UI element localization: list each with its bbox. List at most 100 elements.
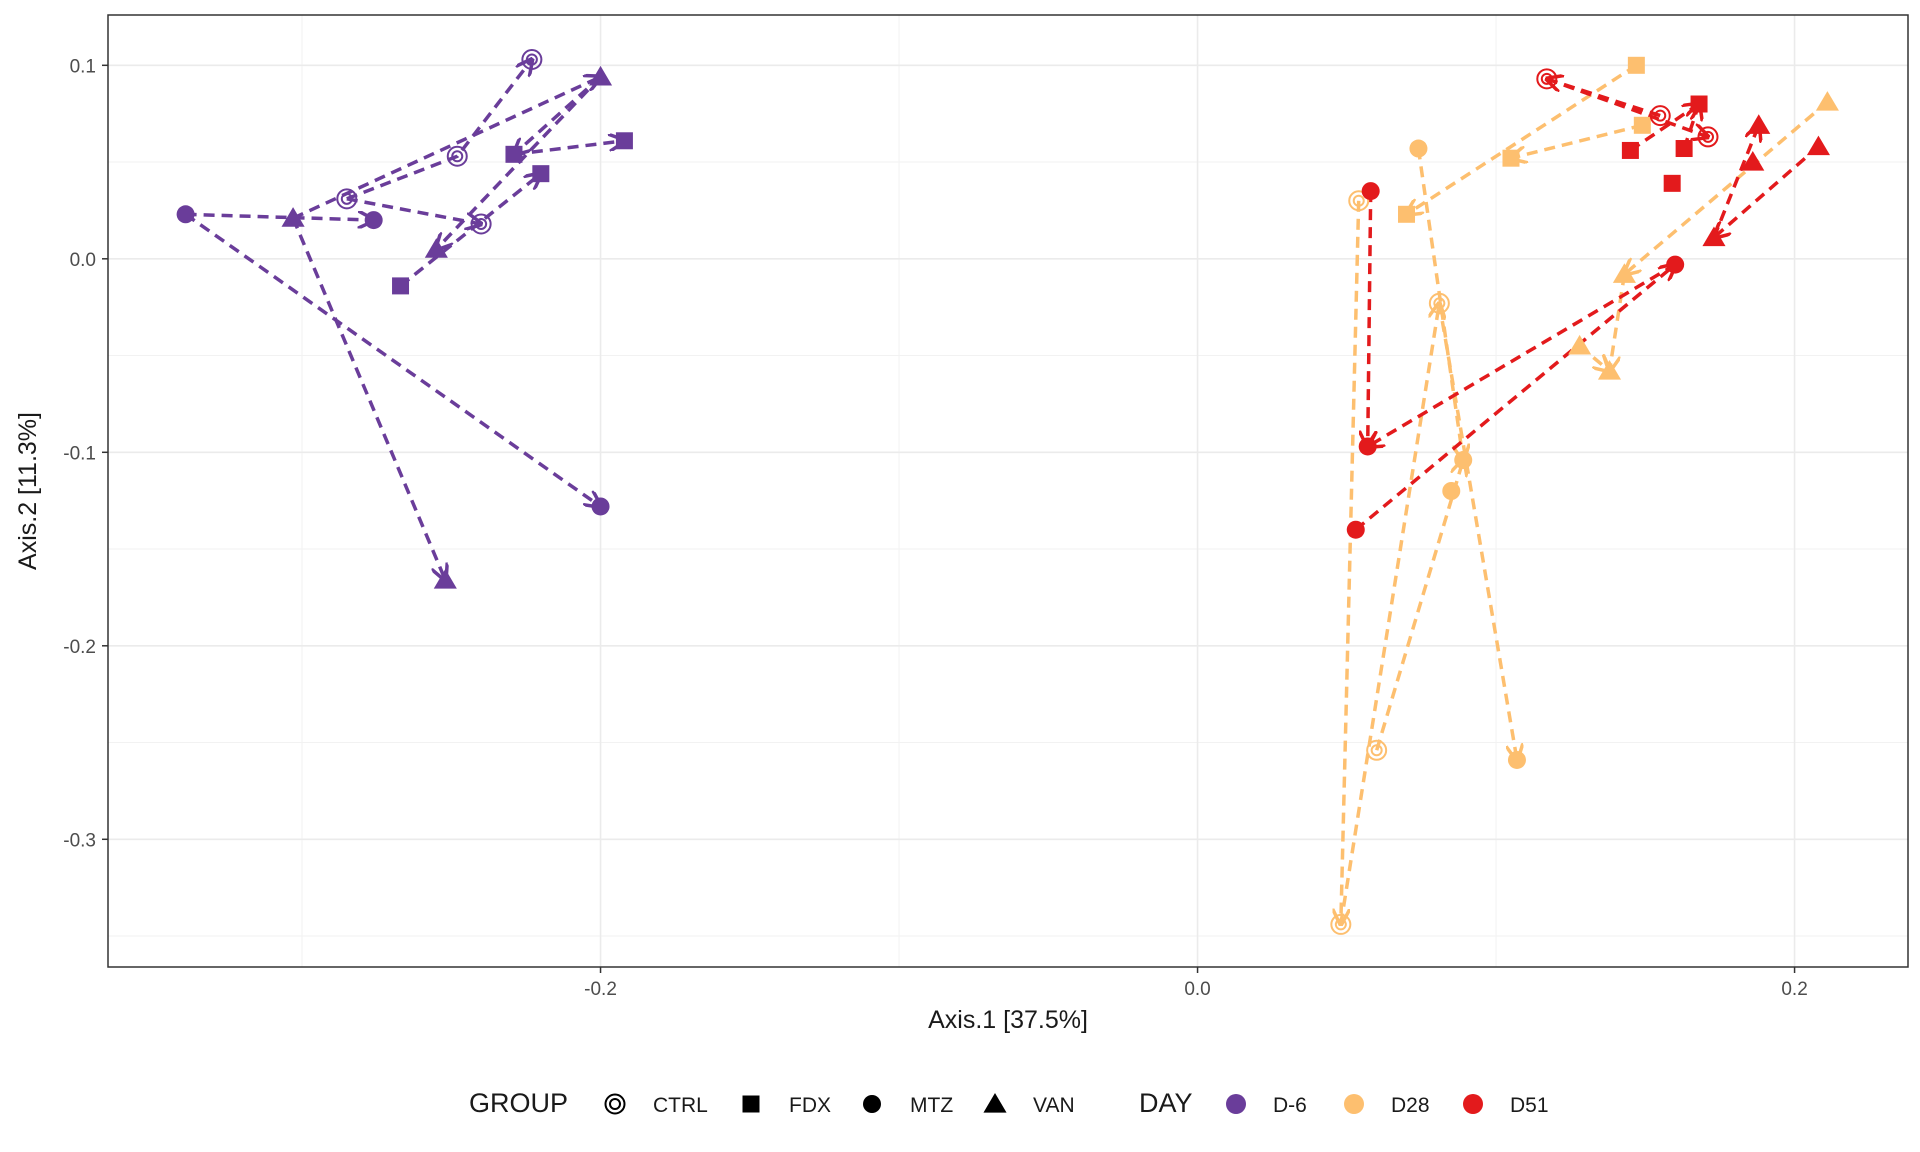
data-point-d6-van (281, 207, 305, 227)
legend-label: D28 (1391, 1094, 1430, 1117)
y-axis-ticks: 0.1 0.0 -0.1 -0.2 -0.3 (63, 56, 108, 851)
trajectory-arrow (514, 75, 602, 154)
data-point-d6-mtz (176, 205, 195, 224)
data-point-d28-van (1568, 334, 1592, 355)
data-point-d28-mtz (1454, 451, 1473, 470)
trajectory-arrow (292, 77, 600, 220)
data-point-d28-fdx (1502, 149, 1520, 167)
data-point-d28-fdx (1627, 56, 1645, 74)
data-point-d6-fdx (392, 277, 410, 295)
trajectory-arrow (346, 197, 481, 224)
data-point-d6-ctrl (336, 188, 358, 210)
y-axis-title: Axis.2 [11.3%] (14, 412, 42, 570)
legend-item-fdx: FDX (742, 1094, 831, 1117)
data-point-d6-ctrl (470, 213, 492, 235)
data-points (176, 49, 1839, 935)
legend-item-d-6: D-6 (1226, 1094, 1307, 1117)
data-point-d28-fdx (1398, 205, 1416, 223)
data-point-d28-mtz (1507, 750, 1526, 769)
x-tick-label: -0.2 (584, 979, 617, 1000)
trajectory-arrow (1624, 100, 1829, 274)
data-point-d6-mtz (591, 497, 610, 516)
legend-key-fdx (742, 1095, 760, 1113)
data-point-d6-fdx (615, 132, 633, 150)
trajectory-arrow (436, 75, 602, 249)
data-point-d28-mtz (1409, 139, 1428, 158)
legend-key-van (983, 1093, 1007, 1113)
legend-item-d51: D51 (1463, 1094, 1549, 1117)
trajectory-arrow (1341, 200, 1361, 925)
trajectory-arrow (1368, 191, 1371, 446)
data-point-d28-mtz (1442, 482, 1461, 500)
data-point-d6-fdx (505, 145, 523, 163)
legend-key-d51 (1463, 1094, 1483, 1114)
trajectory-arrow (1368, 263, 1677, 447)
y-tick-label: 0.1 (70, 56, 96, 77)
trajectory-arrow (399, 174, 541, 288)
grid-lines (108, 15, 1908, 967)
trajectory-arrow (1610, 274, 1627, 371)
data-point-d51-van (1806, 135, 1830, 156)
legend-title-day: DAY (1139, 1088, 1193, 1118)
trajectory-arrow (513, 141, 624, 157)
data-point-d28-ctrl (1348, 190, 1370, 212)
legend-key-d-6 (1226, 1094, 1246, 1114)
x-tick-label: 0.2 (1781, 979, 1807, 1000)
data-point-d51-ctrl (1649, 105, 1671, 127)
data-point-d51-ctrl (1697, 126, 1719, 148)
x-axis-title: Axis.1 [37.5%] (928, 1006, 1088, 1034)
data-point-d6-mtz (364, 211, 383, 230)
trajectory-arrow (184, 212, 601, 506)
legend: GROUP CTRL FDX MTZ VAN DAY D-6 D28 D51 (469, 1088, 1549, 1118)
trajectory-arrow (1547, 79, 1661, 118)
data-point-d28-van (1597, 360, 1622, 380)
legend-label: D-6 (1273, 1094, 1307, 1117)
data-point-d51-fdx (1675, 140, 1693, 158)
y-tick-label: 0.0 (70, 250, 96, 271)
data-point-d51-mtz (1361, 182, 1380, 201)
legend-group-items: CTRL FDX MTZ VAN (604, 1093, 1075, 1117)
data-point-d6-ctrl (446, 145, 468, 167)
y-tick-label: -0.3 (63, 830, 96, 851)
legend-item-mtz: MTZ (863, 1094, 953, 1117)
data-point-d28-van (1815, 91, 1839, 111)
y-tick-label: -0.1 (63, 443, 96, 464)
data-point-d51-fdx (1621, 141, 1639, 159)
data-point-d28-ctrl (1428, 292, 1450, 314)
data-point-d51-van (1747, 114, 1771, 134)
x-axis-ticks: -0.2 0.0 0.2 (584, 967, 1808, 1000)
trajectory-arrow (1511, 123, 1643, 158)
data-point-d28-fdx (1633, 116, 1651, 134)
trajectory-arrow (1375, 460, 1464, 751)
data-point-d6-van (433, 569, 457, 589)
trajectory-arrow (346, 60, 532, 201)
legend-day-items: D-6 D28 D51 (1226, 1094, 1549, 1117)
data-point-d51-fdx (1690, 95, 1708, 113)
legend-label: CTRL (653, 1094, 708, 1117)
legend-key-d28 (1344, 1094, 1364, 1114)
trajectory-arrow (1354, 265, 1675, 532)
data-point-d51-van (1741, 151, 1765, 171)
trajectory-arrow (1714, 145, 1820, 238)
plot-panel-border (107, 14, 1909, 968)
data-point-d51-mtz (1346, 520, 1365, 539)
data-point-d28-ctrl (1330, 913, 1352, 935)
trajectory-arrow (291, 217, 445, 580)
legend-key-ctrl (604, 1093, 626, 1115)
legend-key-mtz (863, 1095, 881, 1113)
trajectory-arrow (1712, 125, 1759, 239)
legend-item-ctrl: CTRL (604, 1093, 708, 1117)
trajectory-arrow (1407, 63, 1638, 214)
trajectory-arrow (1629, 104, 1699, 152)
data-point-d6-fdx (532, 165, 550, 183)
data-point-d28-ctrl (1366, 739, 1388, 761)
data-point-d51-ctrl (1536, 68, 1558, 90)
data-point-d6-ctrl (521, 49, 543, 71)
legend-title-group: GROUP (469, 1088, 568, 1118)
data-point-d51-van (1702, 226, 1726, 247)
x-tick-label: 0.0 (1184, 979, 1210, 1000)
legend-label: VAN (1033, 1094, 1075, 1117)
trajectory-arrow (185, 214, 374, 220)
legend-label: FDX (789, 1094, 831, 1117)
data-point-d6-van (588, 65, 613, 86)
